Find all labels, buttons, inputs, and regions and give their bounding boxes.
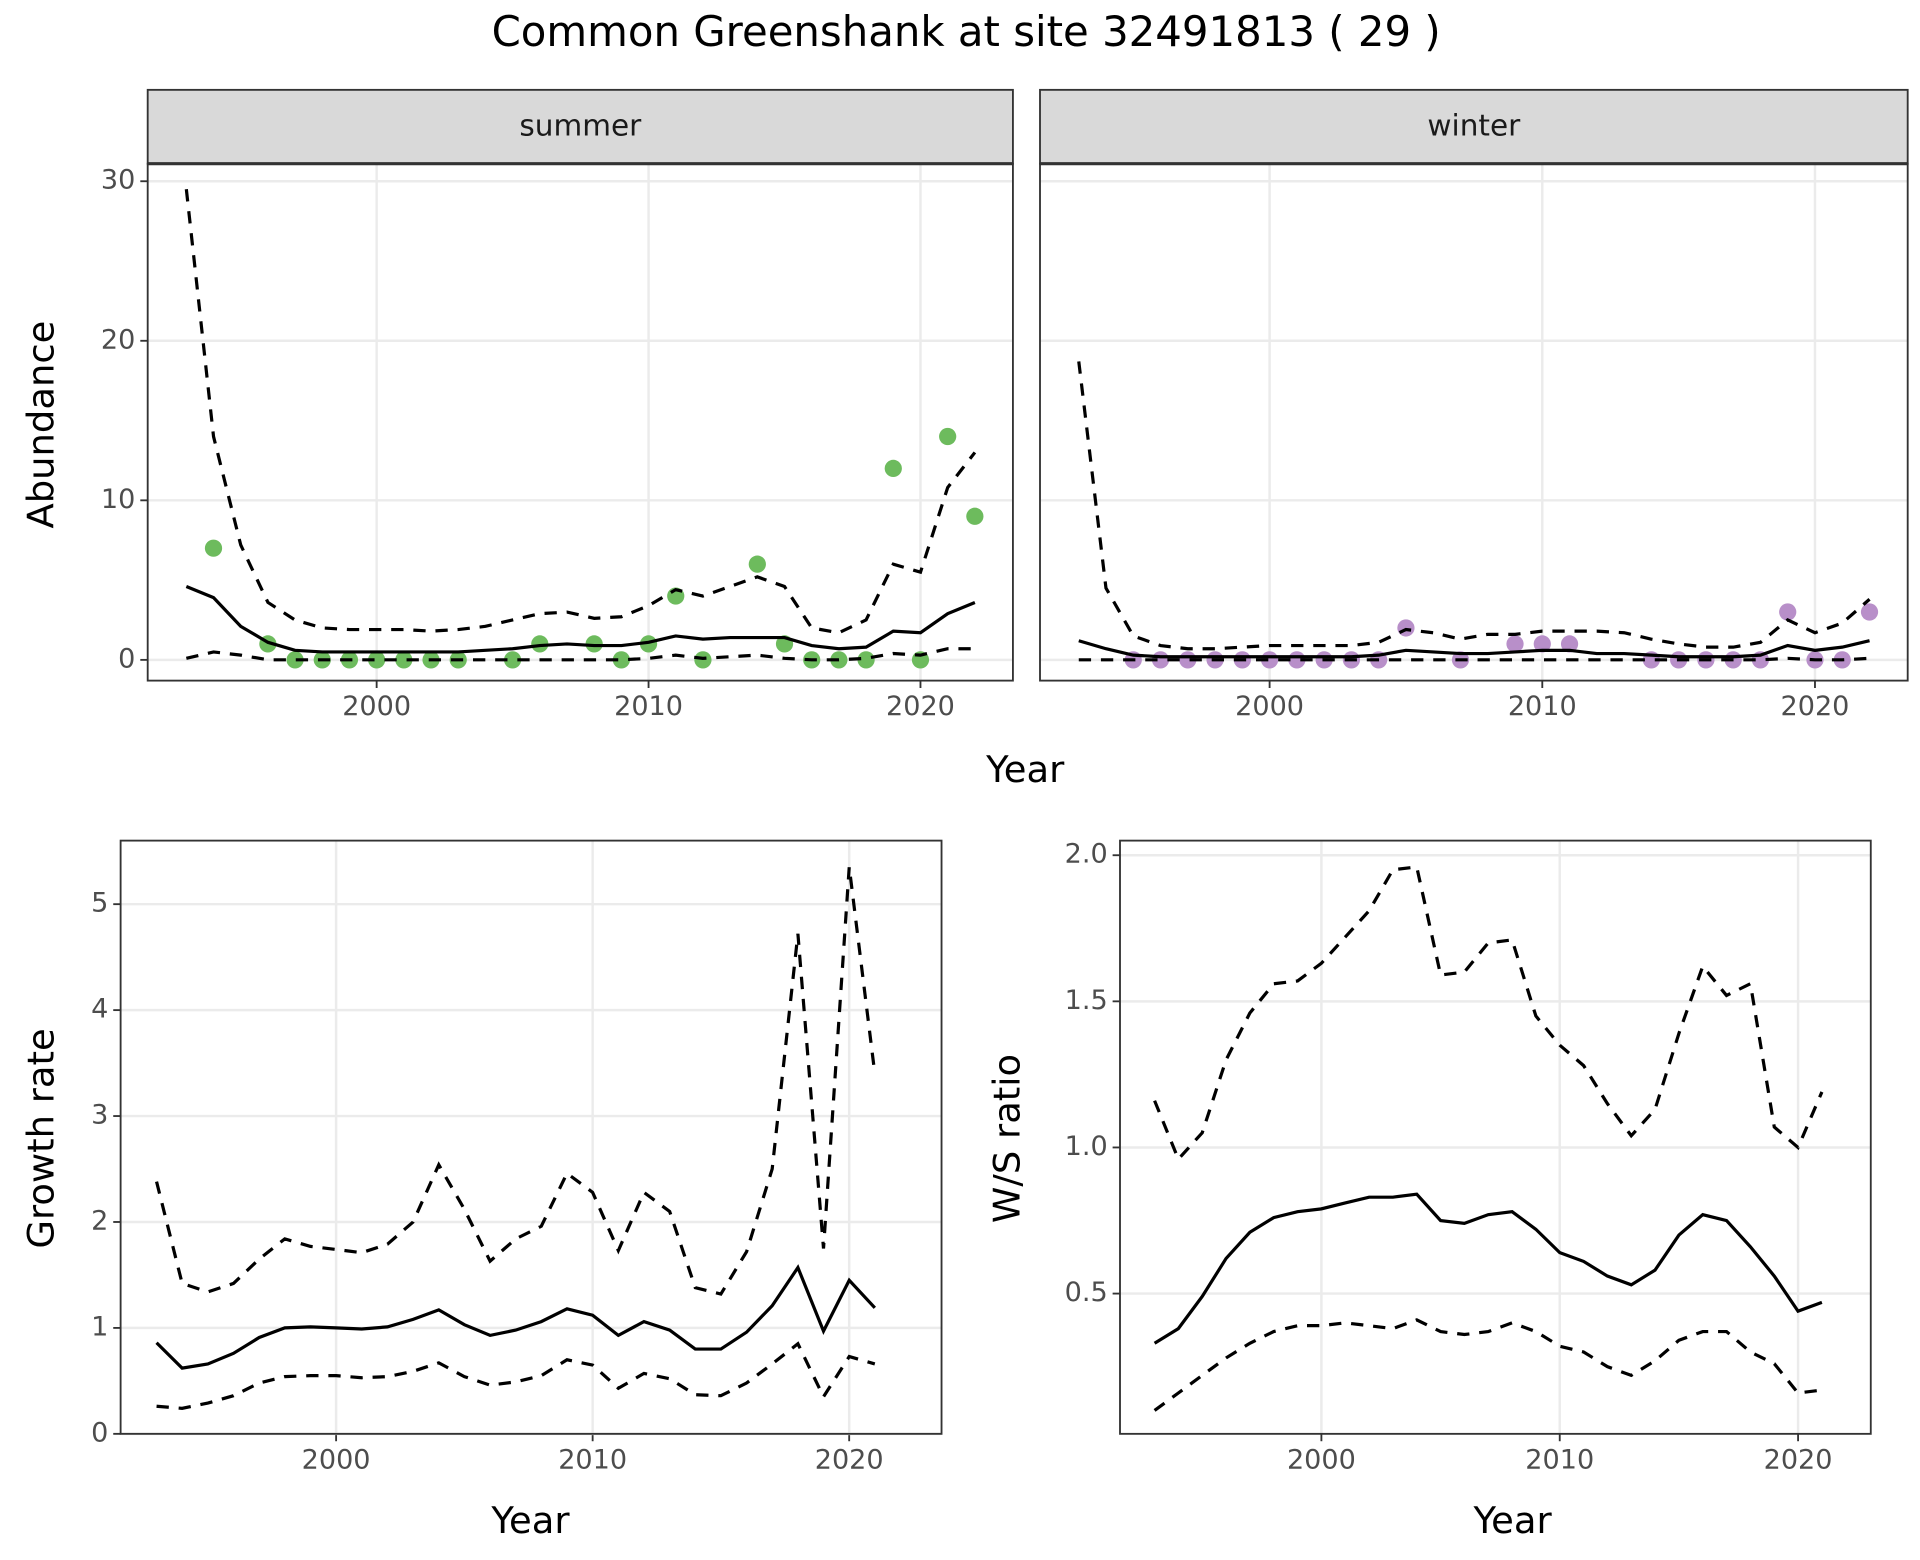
- x-tick-label: 2010: [1525, 1444, 1594, 1475]
- x-tick-label: 2020: [886, 691, 955, 722]
- line-series: [1078, 639, 1870, 659]
- y-tick-label: 5: [91, 888, 108, 919]
- data-point: [503, 651, 522, 669]
- x-tick-label: 2000: [302, 1444, 371, 1475]
- x-axis-title: Year: [1473, 1499, 1553, 1542]
- data-point: [531, 635, 549, 653]
- y-tick-label: 10: [101, 484, 135, 515]
- data-point: [966, 507, 984, 525]
- data-point: [368, 651, 386, 669]
- data-point: [884, 459, 902, 478]
- data-point: [748, 555, 766, 573]
- x-tick-label: 2000: [1287, 1444, 1356, 1475]
- y-tick-label: 1.5: [1065, 985, 1108, 1016]
- data-point: [1560, 635, 1579, 653]
- panel-border: [119, 839, 943, 1435]
- data-point: [286, 651, 304, 669]
- facet-label: winter: [1427, 108, 1521, 142]
- x-tick-label: 2010: [614, 691, 683, 722]
- data-point: [939, 427, 957, 446]
- line-series: [1077, 361, 1871, 651]
- y-tick-label: 2.0: [1065, 839, 1108, 870]
- y-axis-title: Abundance: [20, 321, 63, 529]
- y-tick-label: 2: [91, 1205, 108, 1236]
- facet-strip: [146, 88, 1014, 165]
- x-tick-label: 2020: [1764, 1444, 1833, 1475]
- x-axis-title: Year: [985, 748, 1065, 791]
- y-axis-title: Growth rate: [20, 1028, 63, 1248]
- panel-background: [1040, 163, 1908, 681]
- y-tick-label: 0: [118, 643, 135, 674]
- y-tick-label: 4: [91, 994, 108, 1025]
- x-tick-label: 2000: [1235, 691, 1304, 722]
- line-series: [185, 584, 976, 654]
- data-point: [1860, 603, 1879, 621]
- y-tick-label: 30: [101, 165, 135, 196]
- x-tick-label: 2010: [1508, 691, 1577, 722]
- x-tick-label: 2020: [1781, 691, 1850, 722]
- x-tick-label: 2020: [815, 1444, 884, 1475]
- panel-background: [120, 840, 942, 1434]
- y-tick-label: 20: [101, 324, 135, 355]
- y-tick-label: 1: [91, 1311, 108, 1342]
- data-point: [1779, 603, 1797, 621]
- y-tick-label: 0: [91, 1417, 108, 1448]
- y-tick-label: 3: [91, 1100, 108, 1131]
- data-point: [857, 651, 875, 669]
- line-series: [1153, 865, 1824, 1163]
- y-tick-label: 0.5: [1065, 1277, 1108, 1308]
- panel-background: [147, 163, 1013, 681]
- facet-label: summer: [519, 108, 642, 142]
- data-point: [585, 635, 603, 653]
- x-tick-label: 2000: [342, 691, 411, 722]
- data-point: [395, 651, 413, 669]
- y-axis-title: W/S ratio: [986, 1054, 1029, 1223]
- data-point: [1506, 635, 1524, 653]
- y-tick-label: 1.0: [1065, 1131, 1108, 1162]
- data-point: [612, 651, 630, 669]
- line-series: [1153, 1192, 1823, 1345]
- figure-title: Common Greenshank at site 32491813 ( 29 …: [492, 7, 1441, 56]
- line-series: [1153, 1318, 1823, 1412]
- x-axis-title: Year: [490, 1499, 570, 1542]
- line-series: [184, 188, 977, 635]
- data-point: [204, 539, 223, 557]
- panel-border: [1119, 839, 1872, 1435]
- data-point: [1533, 635, 1551, 653]
- facet-strip: [1039, 88, 1909, 165]
- x-tick-label: 2010: [558, 1444, 627, 1475]
- panel-background: [1120, 840, 1871, 1434]
- line-series: [155, 1264, 877, 1370]
